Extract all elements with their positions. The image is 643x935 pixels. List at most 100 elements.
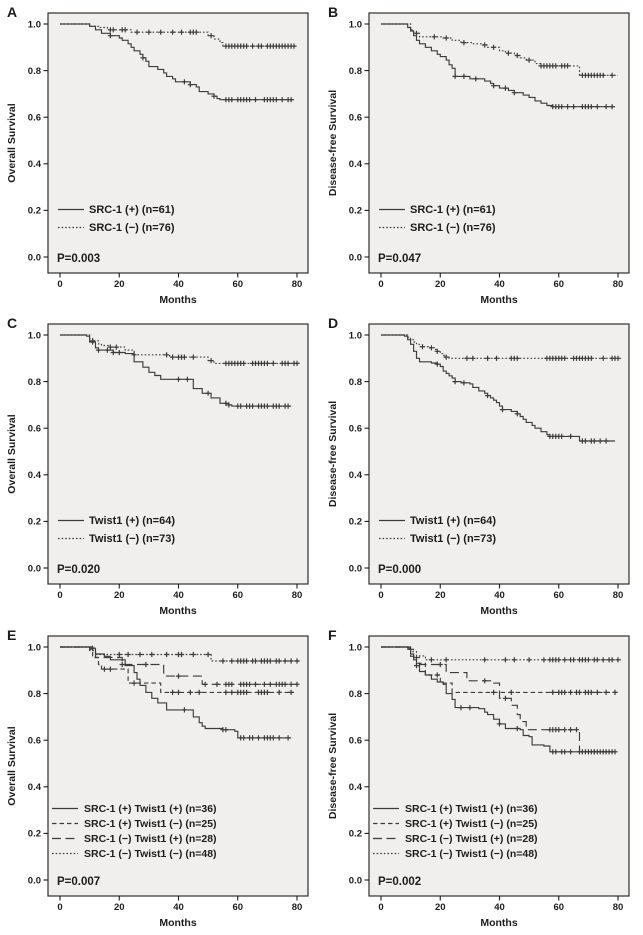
y-tick-label: 0.0 (28, 875, 41, 886)
panel-F: F 0.0 0.2 0.4 0.6 0.8 1.0 0 20 40 60 80 Months Diseas… (321, 623, 643, 935)
x-tick-label: 60 (553, 902, 564, 913)
x-tick-label: 80 (613, 590, 624, 601)
censor-marks (419, 344, 621, 361)
y-tick-label: 1.0 (28, 642, 41, 653)
x-tick-label: 40 (173, 902, 184, 913)
y-axis-title: Overall Survival (6, 103, 18, 182)
series-solid (60, 23, 294, 103)
legend-label: SRC-1 (+) (n=61) (410, 204, 496, 216)
x-tick-label: 80 (292, 590, 303, 601)
panel-E: E 0.0 0.2 0.4 0.6 0.8 1.0 0 20 40 60 80 Months Overal… (0, 623, 321, 935)
censor-marks (434, 672, 618, 695)
x-tick-label: 20 (114, 279, 125, 290)
panel-B-chart: B 0.0 0.2 0.4 0.6 0.8 1.0 0 20 40 60 80 Months Diseas… (327, 4, 630, 306)
p-value-label: P=0.002 (378, 876, 421, 888)
y-tick-label: 0.4 (28, 159, 42, 170)
x-tick-label: 0 (57, 279, 62, 290)
x-axis: 0 20 40 60 80 (57, 273, 302, 290)
y-tick-label: 0.0 (28, 563, 41, 574)
survival-curve (60, 646, 300, 662)
x-axis: 0 20 40 60 80 (378, 896, 623, 913)
panel-D-chart: D 0.0 0.2 0.4 0.6 0.8 1.0 0 20 40 60 80 Months Diseas… (327, 315, 630, 617)
series-dot (60, 334, 300, 366)
x-axis-title: Months (159, 605, 196, 617)
x-tick-label: 20 (435, 279, 446, 290)
x-tick-label: 60 (232, 279, 243, 290)
y-tick-label: 0.2 (28, 206, 41, 217)
censor-marks (452, 73, 615, 110)
x-tick-label: 60 (553, 279, 564, 290)
x-tick-label: 60 (232, 902, 243, 913)
legend-label: SRC-1 (−) Twist1 (−) (n=48) (84, 848, 217, 860)
y-tick-label: 1.0 (349, 642, 362, 653)
panel-letter: F (328, 627, 337, 643)
x-tick-label: 0 (378, 902, 383, 913)
legend-label: SRC-1 (−) (n=76) (410, 222, 496, 234)
plot-area (47, 12, 309, 274)
series-dot (381, 646, 621, 663)
y-tick-label: 0.6 (349, 113, 362, 124)
p-value-label: P=0.007 (57, 876, 100, 888)
x-tick-label: 0 (57, 590, 62, 601)
censor-marks (101, 666, 294, 695)
p-value-label: P=0.003 (57, 253, 100, 265)
censor-marks (428, 657, 621, 663)
legend: Twist1 (+) (n=64) Twist1 (−) (n=73) (58, 515, 175, 545)
x-axis-title: Months (480, 917, 517, 929)
y-tick-label: 0.0 (28, 252, 41, 263)
p-value-label: P=0.020 (57, 564, 100, 576)
x-tick-label: 40 (173, 279, 184, 290)
x-tick-label: 80 (613, 279, 624, 290)
x-tick-label: 40 (494, 902, 505, 913)
panel-F-chart: F 0.0 0.2 0.4 0.6 0.8 1.0 0 20 40 60 80 Months Diseas… (327, 627, 630, 929)
x-tick-label: 20 (435, 902, 446, 913)
survival-curve (381, 646, 618, 693)
legend-label: Twist1 (+) (n=64) (410, 515, 496, 527)
panel-letter: D (328, 315, 338, 331)
legend: SRC-1 (+) Twist1 (+) (n=36) SRC-1 (+) Twi… (52, 803, 217, 860)
censor-marks (90, 338, 300, 366)
x-tick-label: 80 (292, 279, 303, 290)
panel-B: B 0.0 0.2 0.4 0.6 0.8 1.0 0 20 40 60 80 Months Diseas… (321, 0, 643, 311)
legend-label: SRC-1 (−) Twist1 (+) (n=28) (405, 833, 538, 845)
panel-letter: E (7, 627, 16, 643)
x-tick-label: 60 (553, 590, 564, 601)
y-tick-label: 0.4 (28, 782, 42, 793)
survival-curve (381, 334, 615, 442)
y-tick-label: 1.0 (349, 330, 362, 341)
y-axis-title: Disease-free Survival (327, 90, 339, 196)
plot-area (368, 12, 630, 274)
censor-marks (434, 361, 609, 444)
series-dot (381, 334, 621, 361)
survival-curve (381, 23, 618, 76)
y-axis: 0.0 0.2 0.4 0.6 0.8 1.0 (349, 642, 369, 886)
y-tick-label: 0.0 (349, 875, 362, 886)
legend: SRC-1 (+) (n=61) SRC-1 (−) (n=76) (58, 204, 175, 234)
y-axis: 0.0 0.2 0.4 0.6 0.8 1.0 (349, 330, 369, 574)
legend-label: Twist1 (−) (n=73) (410, 533, 496, 545)
p-value-label: P=0.000 (378, 564, 421, 576)
legend-label: Twist1 (+) (n=64) (89, 515, 175, 527)
x-axis: 0 20 40 60 80 (57, 584, 302, 601)
censor-marks (107, 27, 297, 49)
panel-A-chart: A 0.0 0.2 0.4 0.6 0.8 1.0 0 20 40 60 80 Months Overal… (6, 4, 309, 306)
censor-marks (107, 33, 294, 103)
censor-marks (119, 661, 300, 687)
series-dot (60, 23, 297, 49)
panel-letter: B (328, 4, 338, 20)
y-tick-label: 0.8 (349, 377, 362, 388)
legend: SRC-1 (+) Twist1 (+) (n=36) SRC-1 (+) Twi… (373, 803, 538, 860)
y-tick-label: 0.0 (349, 252, 362, 263)
censor-marks (437, 661, 615, 755)
x-tick-label: 20 (435, 590, 446, 601)
y-axis-title: Disease-free Survival (327, 401, 339, 507)
y-axis: 0.0 0.2 0.4 0.6 0.8 1.0 (28, 642, 48, 886)
y-tick-label: 0.8 (28, 689, 41, 700)
y-tick-label: 1.0 (28, 330, 41, 341)
y-axis-title: Disease-free Survival (327, 713, 339, 819)
survival-curve (60, 646, 292, 739)
y-axis-title: Overall Survival (6, 726, 18, 805)
x-axis-title: Months (480, 605, 517, 617)
survival-curve (381, 646, 615, 753)
y-tick-label: 0.2 (349, 829, 362, 840)
